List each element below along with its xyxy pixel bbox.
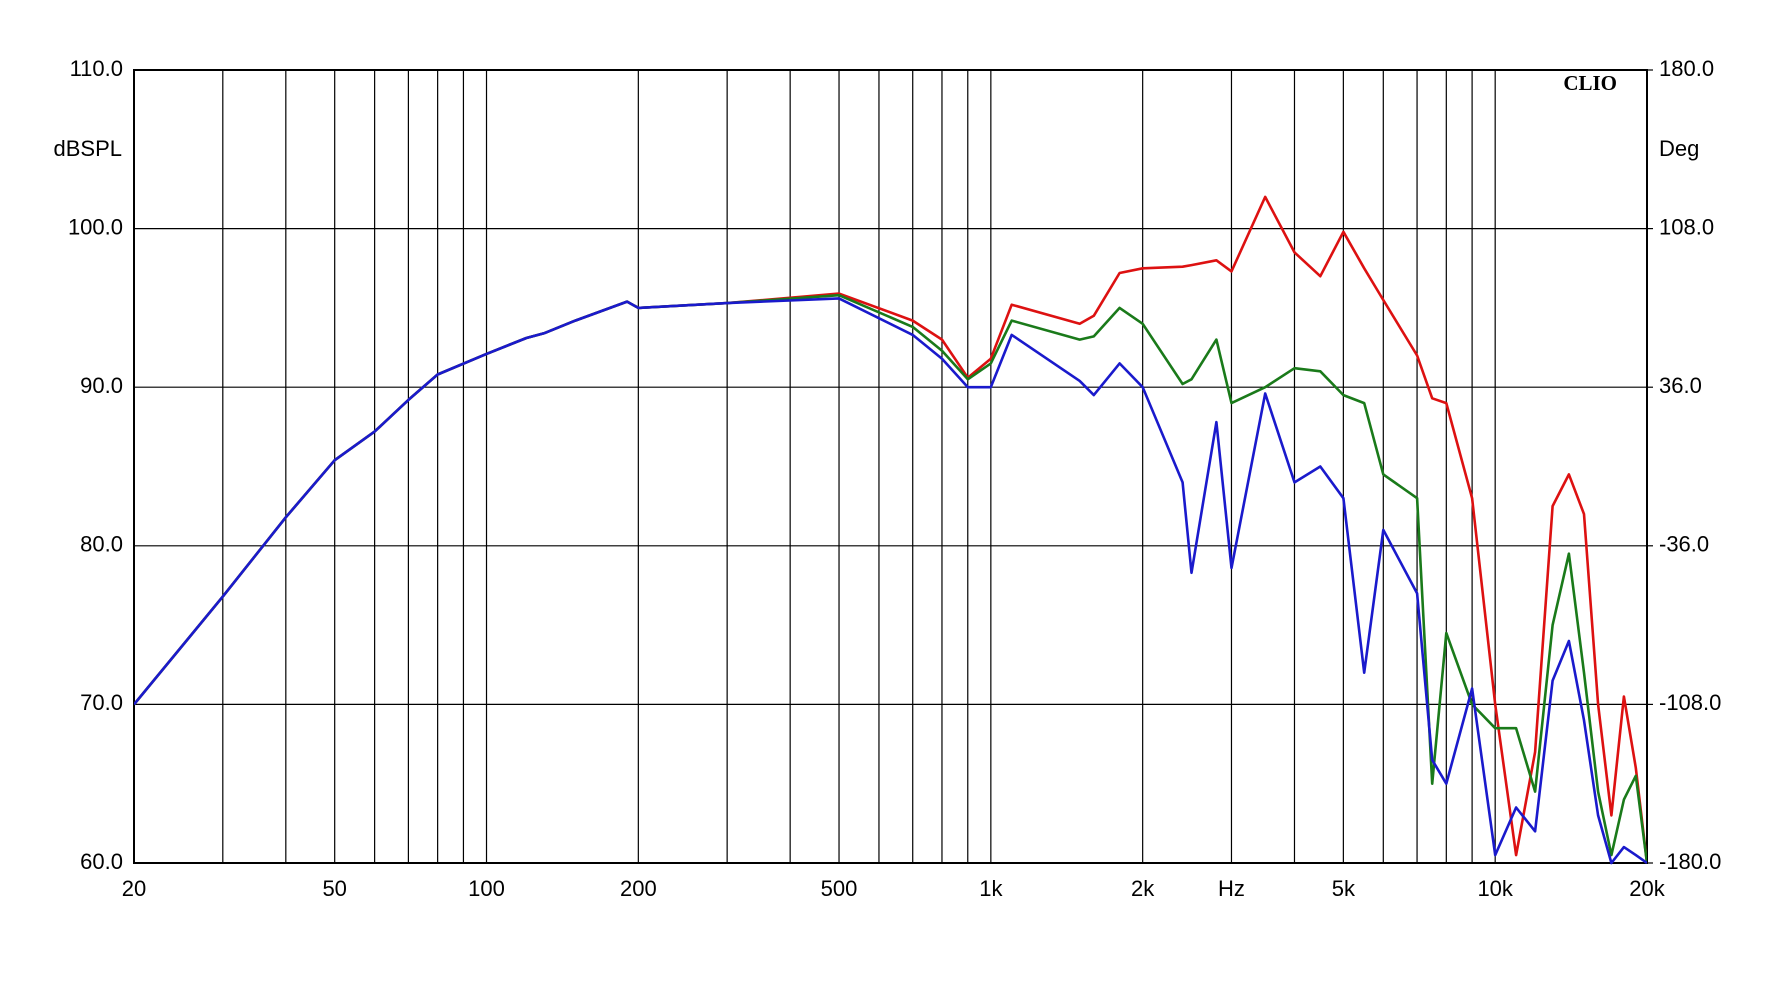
x-tick-label: 200: [620, 876, 657, 901]
y2-axis-label: Deg: [1659, 136, 1699, 161]
x-tick-label: 20k: [1629, 876, 1665, 901]
y2-tick-label: -108.0: [1659, 690, 1721, 715]
x-tick-label: Hz: [1218, 876, 1245, 901]
x-tick-label: 50: [322, 876, 346, 901]
x-tick-label: 20: [122, 876, 146, 901]
y-tick-label: 80.0: [80, 532, 123, 557]
x-tick-label: 5k: [1332, 876, 1356, 901]
x-tick-label: 100: [468, 876, 505, 901]
y-tick-label: 90.0: [80, 373, 123, 398]
y-tick-label: 110.0: [70, 56, 123, 81]
x-tick-label: 1k: [979, 876, 1003, 901]
y2-tick-label: 108.0: [1659, 214, 1714, 239]
watermark: CLIO: [1563, 71, 1617, 95]
x-tick-label: 2k: [1131, 876, 1155, 901]
plot-frame: [133, 69, 1648, 864]
y-tick-label: 60.0: [80, 849, 123, 874]
y-tick-label: 100.0: [68, 214, 123, 239]
y2-tick-label: 36.0: [1659, 373, 1702, 398]
series-line: [134, 297, 1647, 865]
y2-tick-label: 180.0: [1659, 56, 1714, 81]
y2-tick-label: -180.0: [1659, 849, 1721, 874]
y-axis-label: dBSPL: [54, 136, 123, 161]
x-tick-label: 500: [821, 876, 858, 901]
x-tick-label: 10k: [1477, 876, 1513, 901]
y2-tick-label: -36.0: [1659, 532, 1709, 557]
y-tick-label: 70.0: [80, 690, 123, 715]
